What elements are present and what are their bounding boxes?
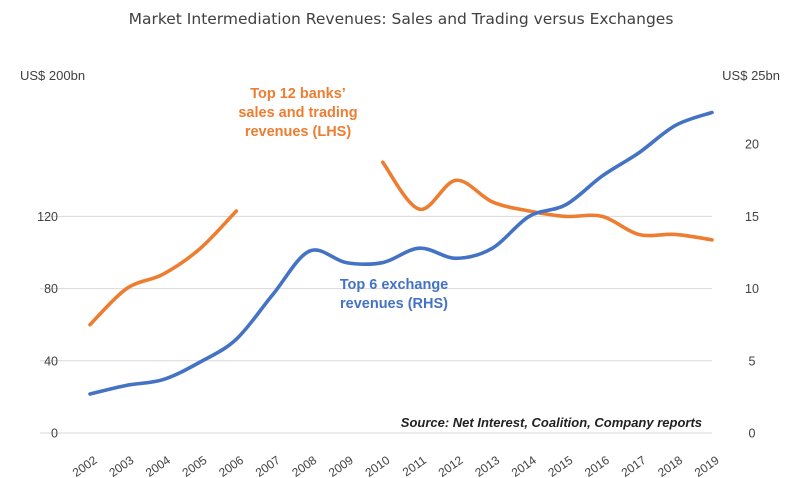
grid-layer bbox=[40, 215, 712, 434]
left-tick-label: 80 bbox=[44, 282, 58, 296]
right-tick-label: 10 bbox=[745, 282, 759, 296]
bank-series-annotation: Top 12 banks’ sales and trading revenues (… bbox=[238, 86, 357, 140]
x-tick-label: 2007 bbox=[253, 453, 283, 478]
x-tick-label: 2014 bbox=[509, 453, 539, 478]
x-tick-label: 2019 bbox=[692, 453, 722, 478]
annotation-line: Top 12 banks’ bbox=[250, 86, 346, 102]
x-tick-label: 2003 bbox=[106, 453, 136, 478]
chart-title: Market Intermediation Revenues: Sales an… bbox=[129, 10, 674, 28]
x-tick-label: 2016 bbox=[582, 453, 612, 478]
exchange-revenue-line bbox=[88, 110, 714, 396]
x-tick-label: 2006 bbox=[216, 453, 246, 478]
x-tick-label: 2002 bbox=[70, 453, 100, 478]
x-tick-label: 2008 bbox=[289, 453, 319, 478]
x-tick-label: 2015 bbox=[545, 453, 575, 478]
x-tick-label: 2017 bbox=[619, 453, 649, 478]
annotation-line: sales and trading bbox=[238, 105, 357, 121]
right-tick-label: 0 bbox=[749, 427, 756, 441]
annotation-line: Top 6 exchange bbox=[340, 277, 449, 293]
right-tick-label: 5 bbox=[749, 354, 756, 368]
x-tick-label: 2009 bbox=[326, 453, 356, 478]
annotation-line: revenues (LHS) bbox=[245, 124, 352, 140]
x-tick-label: 2011 bbox=[400, 453, 429, 478]
x-tick-label: 2012 bbox=[436, 453, 466, 478]
right-tick-label: 15 bbox=[745, 210, 759, 224]
left-tick-label: 40 bbox=[44, 354, 58, 368]
x-tick-label: 2018 bbox=[655, 453, 685, 478]
series-layer bbox=[88, 110, 714, 396]
right-tick-label: 20 bbox=[745, 138, 759, 152]
source-note: Source: Net Interest, Coalition, Company… bbox=[401, 415, 702, 430]
left-axis-unit-label: US$ 200bn bbox=[20, 68, 85, 83]
x-tick-label: 2005 bbox=[180, 453, 210, 478]
left-tick-label: 0 bbox=[51, 427, 58, 441]
x-axis-ticks: 2002 2003 2004 2005 2006 2007 2008 2009 2010 2011… bbox=[70, 453, 722, 478]
right-axis-unit-label: US$ 25bn bbox=[722, 68, 780, 83]
x-tick-label: 2013 bbox=[472, 453, 502, 478]
x-tick-label: 2004 bbox=[143, 453, 173, 478]
annotation-layer: Top 12 banks’ sales and trading revenues (… bbox=[238, 86, 448, 312]
bank-revenue-line bbox=[380, 160, 714, 242]
right-axis-ticks: 0 5 10 15 20 bbox=[745, 138, 759, 441]
left-axis-ticks: 0 40 80 120 bbox=[37, 210, 58, 441]
exchange-series-annotation: Top 6 exchange revenues (RHS) bbox=[340, 277, 449, 312]
bank-revenue-line bbox=[88, 209, 239, 327]
annotation-line: revenues (RHS) bbox=[340, 296, 448, 312]
x-tick-label: 2010 bbox=[363, 453, 393, 478]
left-tick-label: 120 bbox=[37, 210, 58, 224]
